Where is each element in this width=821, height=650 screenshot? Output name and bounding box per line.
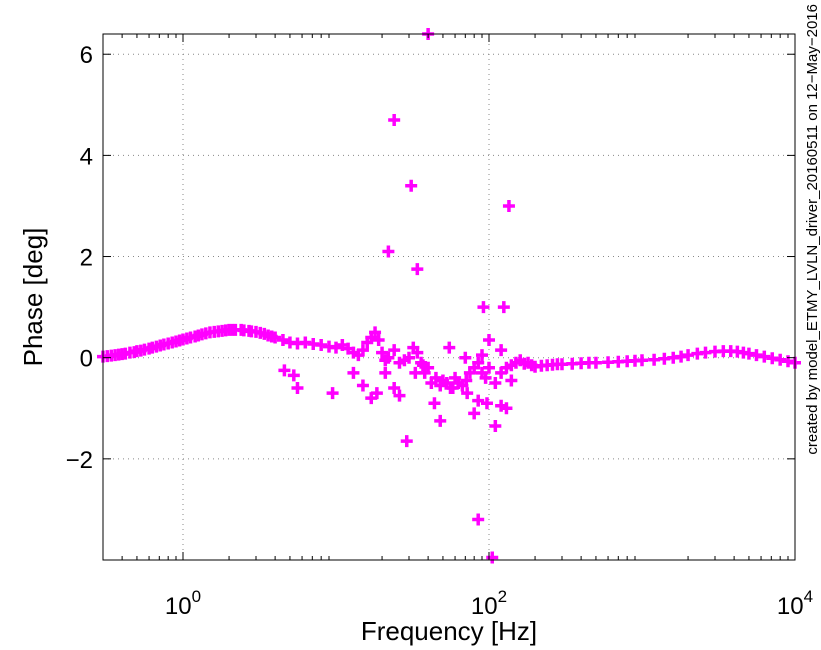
- data-point: [483, 361, 495, 374]
- data-point: [369, 326, 382, 339]
- data-points: [97, 28, 801, 564]
- data-point: [276, 333, 289, 346]
- data-point: [446, 382, 459, 395]
- data-point: [602, 356, 615, 369]
- data-point: [379, 366, 392, 379]
- data-point: [400, 435, 413, 448]
- data-point: [409, 366, 422, 379]
- data-point: [416, 359, 429, 372]
- data-point: [388, 382, 401, 395]
- x-tick-label: 102: [471, 587, 507, 620]
- data-point: [356, 344, 369, 357]
- data-point: [403, 351, 415, 364]
- data-point: [347, 366, 360, 379]
- data-point: [411, 346, 424, 359]
- data-point: [278, 364, 291, 377]
- data-point: [477, 301, 490, 314]
- data-point: [589, 356, 602, 369]
- data-point: [356, 379, 369, 392]
- axis-ticks: [102, 34, 796, 560]
- y-tick-label: 4: [80, 143, 93, 170]
- data-point: [443, 341, 456, 354]
- data-point: [497, 301, 510, 314]
- plot-area-frame: [102, 33, 796, 561]
- y-tick-label: 0: [80, 346, 93, 373]
- data-point: [287, 369, 300, 382]
- data-point: [636, 354, 648, 367]
- y-tick-label: −2: [66, 447, 93, 474]
- data-point: [461, 387, 474, 400]
- data-point: [472, 394, 485, 407]
- data-point: [388, 113, 401, 126]
- grid: [103, 34, 796, 560]
- data-point: [388, 344, 401, 357]
- data-point: [411, 263, 424, 276]
- data-point: [382, 245, 395, 258]
- data-point: [326, 387, 339, 400]
- data-point: [475, 349, 488, 362]
- data-point: [502, 199, 515, 212]
- data-point: [428, 397, 441, 410]
- data-point: [291, 382, 304, 395]
- data-point: [479, 371, 492, 384]
- data-point: [556, 358, 568, 371]
- data-point: [483, 333, 495, 346]
- data-point: [472, 513, 485, 526]
- data-point: [376, 346, 389, 359]
- x-tick-label: 100: [165, 587, 201, 620]
- data-point: [489, 419, 502, 432]
- data-point: [434, 414, 447, 427]
- data-point: [489, 376, 502, 389]
- x-axis-label: Frequency [Hz]: [361, 616, 537, 646]
- y-axis-label: Phase [deg]: [18, 228, 48, 367]
- data-point: [405, 179, 418, 192]
- data-point: [372, 333, 385, 346]
- y-tick-label: 2: [80, 245, 93, 272]
- data-point: [505, 374, 518, 387]
- data-point: [500, 402, 513, 415]
- data-point: [330, 341, 342, 354]
- data-point: [486, 551, 499, 564]
- data-point: [393, 389, 406, 402]
- tick-labels: 100 102 104 −2 0 2 4 6: [66, 42, 813, 620]
- data-point: [472, 356, 485, 369]
- created-by-note: created by model_ETMY_LVLN_driver_201605…: [804, 4, 821, 455]
- data-point: [495, 344, 508, 357]
- y-tick-label: 6: [80, 42, 93, 69]
- data-point: [460, 374, 473, 387]
- data-point: [429, 371, 442, 384]
- x-tick-label: 104: [777, 587, 813, 620]
- data-point: [468, 407, 481, 420]
- data-point: [480, 397, 493, 410]
- data-point: [648, 353, 661, 366]
- data-point: [269, 331, 282, 344]
- data-point: [370, 387, 383, 400]
- data-point: [459, 351, 472, 364]
- data-point: [382, 351, 395, 364]
